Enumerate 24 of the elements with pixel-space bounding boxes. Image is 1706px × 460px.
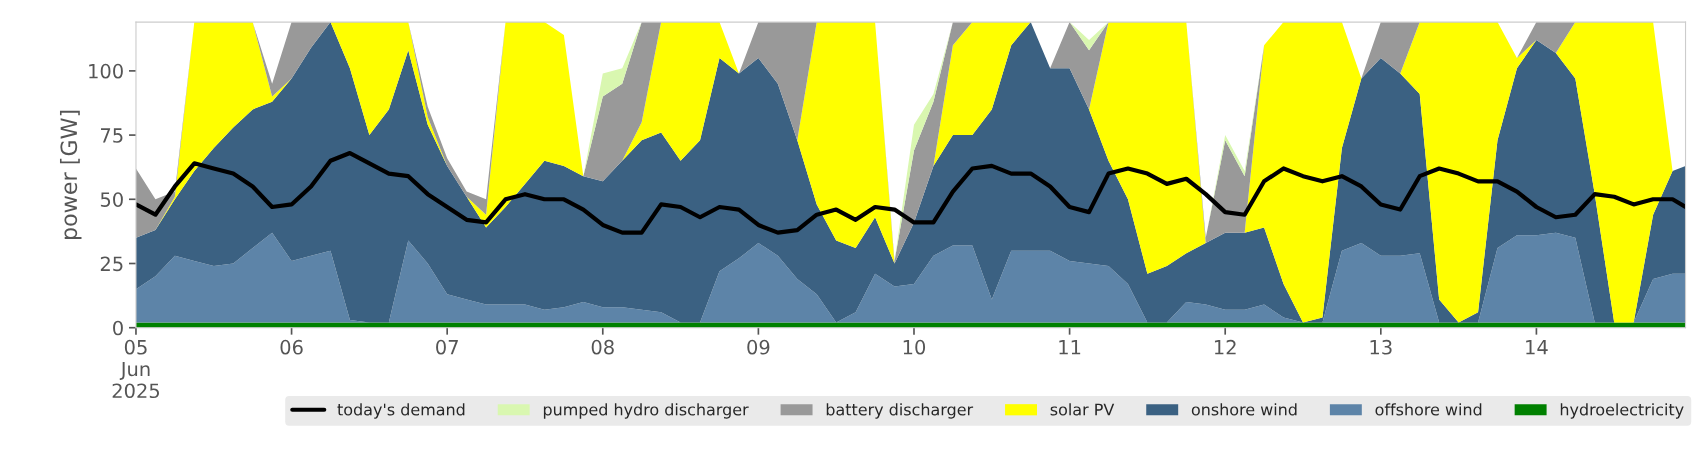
- y-tick-label: 100: [89, 63, 123, 79]
- x-tick-label: 11: [1059, 340, 1081, 355]
- legend-label: offshore wind: [1375, 403, 1482, 416]
- x-tick-label: 05 Jun 2025: [112, 339, 160, 399]
- x-tick-label: 08: [591, 339, 614, 355]
- y-tick-label: 75: [101, 128, 123, 143]
- legend-label: battery discharger: [826, 403, 974, 419]
- legend-label: hydroelectricity: [1560, 403, 1684, 419]
- x-tick-label: 09: [747, 339, 770, 355]
- x-tick-label: 06: [280, 339, 303, 355]
- y-axis-title: power [GW]: [59, 110, 82, 240]
- x-tick-label: 07: [436, 339, 458, 355]
- legend-label: today's demand: [337, 403, 465, 419]
- x-tick-label: 14: [1526, 340, 1548, 355]
- legend-label: solar PV: [1050, 403, 1115, 416]
- y-tick-label: 25: [100, 256, 123, 272]
- legend-label: pumped hydro discharger: [543, 403, 749, 419]
- legend-label: onshore wind: [1191, 403, 1297, 416]
- x-tick-label: 13: [1370, 339, 1392, 355]
- line-series: [135, 150, 1686, 235]
- y-tick-label: 0: [113, 320, 123, 336]
- y-tick-label: 50: [100, 192, 123, 207]
- x-tick-label: 12: [1214, 339, 1236, 355]
- x-tick-label: 10: [903, 339, 926, 355]
